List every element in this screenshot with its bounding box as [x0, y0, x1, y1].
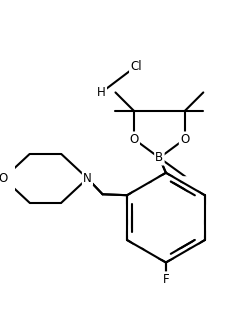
Text: B: B [155, 151, 164, 164]
Text: O: O [130, 133, 139, 146]
Text: O: O [180, 133, 189, 146]
Text: O: O [0, 172, 8, 185]
Text: F: F [163, 273, 169, 286]
Text: Cl: Cl [130, 60, 142, 73]
Text: N: N [83, 172, 92, 185]
Text: F: F [163, 273, 169, 286]
Text: H: H [97, 86, 106, 99]
